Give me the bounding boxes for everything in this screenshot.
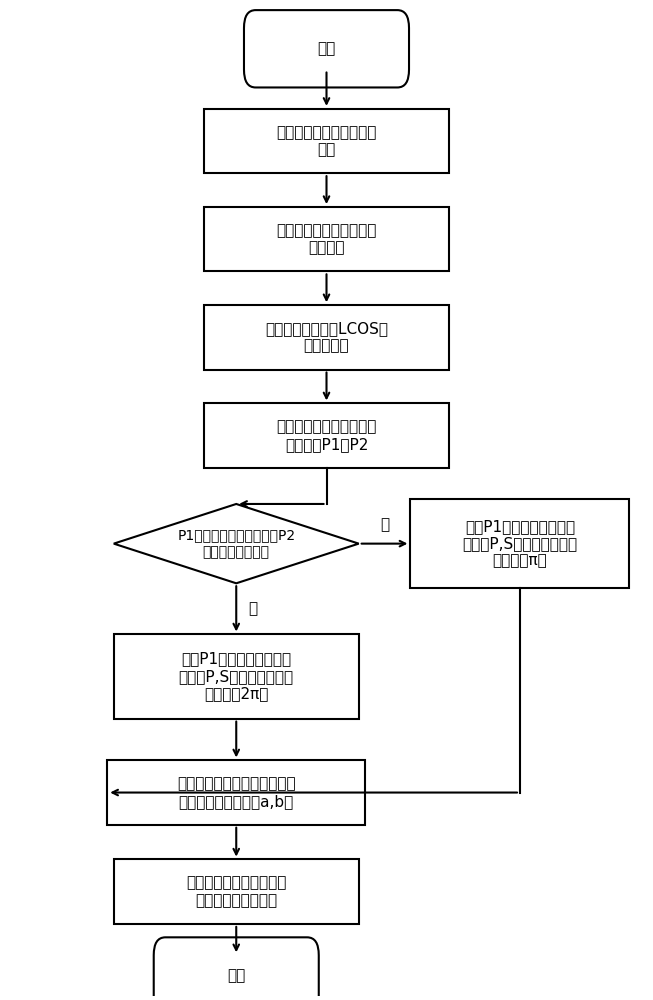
Text: 是: 是 <box>248 601 257 616</box>
Text: 根据P1点此时液晶加载相
位求出P,S分量相位差（两
者之和为π）: 根据P1点此时液晶加载相 位求出P,S分量相位差（两 者之和为π） <box>462 519 577 569</box>
Bar <box>410 499 629 588</box>
Bar <box>204 305 449 370</box>
Text: 开始: 开始 <box>317 41 336 56</box>
Text: 探测光强信号，并输入计
算机记录: 探测光强信号，并输入计 算机记录 <box>276 223 377 255</box>
Bar <box>204 403 449 468</box>
Text: 根据求得相位差，再通过解方
程，解出两方向振幅a,b值: 根据求得相位差，再通过解方 程，解出两方向振幅a,b值 <box>177 776 296 809</box>
Text: 根据P1点此时液晶加载相
位求出P,S分量相位差（两
者之和为2π）: 根据P1点此时液晶加载相 位求出P,S分量相位差（两 者之和为2π） <box>179 652 294 701</box>
Text: P1相邻一点光强度值大于P2
相邻一点光强度值: P1相邻一点光强度值大于P2 相邻一点光强度值 <box>177 529 295 559</box>
Bar <box>204 207 449 271</box>
FancyBboxPatch shape <box>244 10 409 87</box>
Text: 绘制出探测光强随LCOS相
位变化曲线: 绘制出探测光强随LCOS相 位变化曲线 <box>265 321 388 354</box>
Text: 根据曲线，找出两个光强
最小值点P1，P2: 根据曲线，找出两个光强 最小值点P1，P2 <box>276 419 377 452</box>
Bar <box>114 634 358 719</box>
Text: 输出偏振态信息：两分量
强度及相位差，结束: 输出偏振态信息：两分量 强度及相位差，结束 <box>186 876 287 908</box>
Bar <box>107 760 365 825</box>
Text: 否: 否 <box>380 517 389 532</box>
Polygon shape <box>114 504 358 583</box>
Text: 系统初始化，供电，加载
相位: 系统初始化，供电，加载 相位 <box>276 125 377 157</box>
FancyBboxPatch shape <box>153 937 319 1000</box>
Text: 结束: 结束 <box>227 968 246 984</box>
Bar <box>114 859 358 924</box>
Bar <box>204 109 449 173</box>
